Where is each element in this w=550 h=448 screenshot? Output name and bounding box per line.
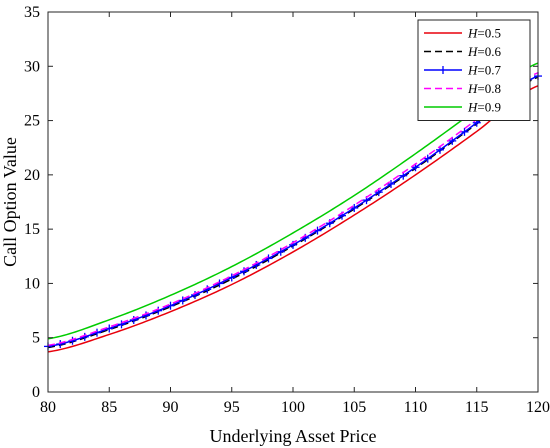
series-marker [117, 320, 126, 329]
x-tick-label: 105 [342, 399, 366, 416]
series-marker [191, 290, 199, 299]
series-marker [129, 315, 138, 324]
series-line-5 [47, 62, 539, 340]
series-line-4 [47, 72, 539, 347]
series-marker [276, 247, 285, 256]
x-tick-label: 85 [101, 399, 117, 416]
y-tick-label: 20 [24, 167, 40, 184]
series-marker [350, 203, 359, 212]
x-tick-label: 120 [526, 399, 550, 416]
legend-label: H=0.9 [467, 100, 501, 115]
y-tick-label: 10 [24, 275, 40, 292]
y-tick-label: 30 [24, 58, 40, 75]
y-tick-label: 15 [24, 221, 40, 238]
series-marker [460, 127, 469, 136]
series-marker [178, 296, 187, 305]
x-tick-label: 80 [40, 399, 56, 416]
series-marker [387, 179, 395, 188]
x-axis-title: Underlying Asset Price [210, 426, 377, 446]
series-marker [240, 267, 248, 276]
legend-label: H=0.7 [467, 63, 501, 78]
x-tick-label: 100 [281, 399, 305, 416]
ticks-layer: 80 85 90 95 100 105 110 115 120 0 5 10 15 20 25 30 35 [24, 4, 550, 416]
x-tick-label: 90 [163, 399, 179, 416]
x-tick-label: 95 [224, 399, 240, 416]
y-axis-title: Call Option Value [0, 137, 20, 267]
x-tick-label: 110 [404, 399, 427, 416]
legend: H=0.5 H=0.6 H=0.7 H=0.8 H=0.9 [417, 19, 531, 121]
y-tick-label: 35 [24, 4, 40, 21]
legend-label: H=0.6 [467, 44, 501, 59]
series-marker [56, 340, 65, 349]
series-layer [44, 62, 542, 353]
y-tick-label: 0 [32, 384, 40, 401]
y-tick-label: 25 [24, 113, 40, 130]
legend-label: H=0.8 [467, 81, 501, 96]
series-marker [423, 154, 432, 163]
x-tick-label: 115 [465, 399, 488, 416]
legend-label: H=0.5 [467, 26, 501, 41]
series-line-1 [47, 85, 539, 353]
y-tick-label: 5 [32, 330, 40, 347]
